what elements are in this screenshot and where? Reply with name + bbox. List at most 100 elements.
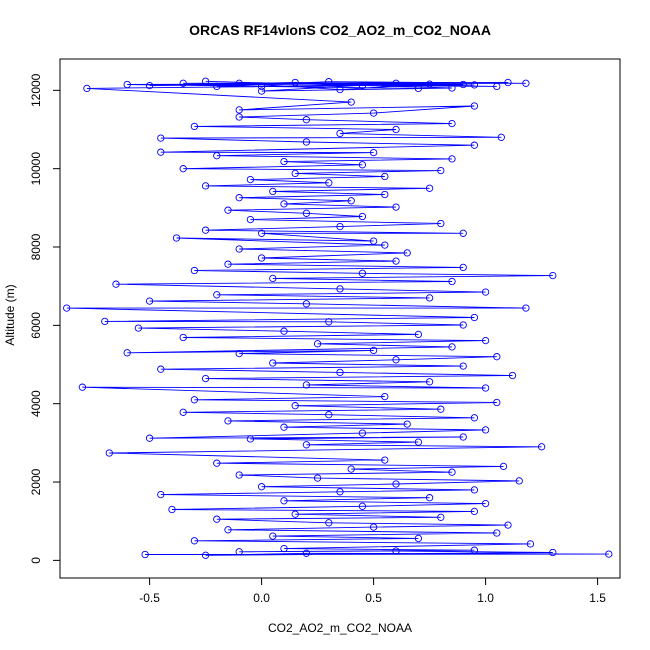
data-point <box>172 234 181 242</box>
data-point <box>63 304 71 312</box>
data-point <box>414 438 423 446</box>
data-point <box>325 78 333 86</box>
data-point <box>302 549 311 557</box>
data-point <box>336 222 344 231</box>
y-tick-label: 4000 <box>29 390 43 417</box>
data-point <box>101 317 109 326</box>
data-point <box>537 443 546 451</box>
data-point <box>246 435 255 443</box>
data-point <box>112 280 120 288</box>
data-point <box>336 129 344 138</box>
y-tick-label: 2000 <box>29 468 43 495</box>
data-point <box>425 184 434 192</box>
data-point <box>213 82 221 91</box>
data-point <box>347 197 355 205</box>
series-line <box>66 80 609 556</box>
data-point <box>358 81 367 90</box>
data-point <box>213 291 221 299</box>
data-point <box>508 371 517 380</box>
data-point <box>358 269 367 277</box>
data-point <box>522 79 530 87</box>
y-tick-label: 6000 <box>29 312 43 339</box>
data-point <box>381 172 389 181</box>
data-point <box>470 414 479 422</box>
data-point <box>157 365 165 373</box>
data-point <box>201 551 210 559</box>
x-tick-label: 1.0 <box>477 591 494 605</box>
data-point <box>235 106 243 114</box>
data-point <box>145 434 154 442</box>
data-point <box>257 229 266 237</box>
data-point <box>123 80 131 89</box>
data-point <box>145 81 154 90</box>
data-point <box>190 266 199 275</box>
data-point <box>179 79 187 87</box>
data-point <box>190 122 199 131</box>
data-point <box>157 134 165 142</box>
data-point <box>325 519 333 527</box>
data-point <box>302 300 311 308</box>
data-point <box>347 98 355 106</box>
chart-title: ORCAS RF14vlonS CO2_AO2_m_CO2_NOAA <box>189 22 491 38</box>
data-point <box>369 148 378 157</box>
data-point <box>448 277 456 286</box>
data-point <box>313 340 322 348</box>
data-point <box>358 429 367 437</box>
data-point <box>425 494 434 502</box>
data-point <box>381 456 389 464</box>
data-point <box>358 212 367 221</box>
data-point <box>504 78 512 87</box>
data-point <box>403 420 411 428</box>
data-point <box>246 215 255 224</box>
data-point <box>201 77 210 85</box>
data-point <box>201 374 210 383</box>
data-point <box>257 82 266 91</box>
data-point <box>325 318 333 326</box>
data-point <box>336 285 344 293</box>
data-point <box>392 257 400 265</box>
data-point <box>224 526 232 534</box>
data-point <box>280 327 288 335</box>
data-point <box>190 396 199 404</box>
data-point <box>235 349 243 358</box>
y-tick-label: 0 <box>29 557 43 564</box>
data-point <box>291 169 299 178</box>
data-point <box>336 85 344 94</box>
data-point <box>448 119 456 128</box>
data-point <box>403 249 411 257</box>
data-point <box>481 499 490 508</box>
data-point <box>481 336 490 345</box>
data-point <box>493 529 501 537</box>
data-point <box>269 359 277 367</box>
data-point <box>504 521 512 529</box>
data-point <box>280 200 288 208</box>
data-point <box>302 441 311 449</box>
data-point <box>369 523 378 531</box>
data-point <box>470 486 479 494</box>
data-point <box>437 219 445 228</box>
data-point <box>145 297 154 305</box>
data-point <box>157 490 165 499</box>
data-point <box>291 402 299 410</box>
data-point <box>291 78 299 87</box>
data-point <box>213 515 221 523</box>
data-point <box>470 141 479 149</box>
data-point <box>549 271 557 280</box>
y-tick-label: 12000 <box>29 73 43 107</box>
data-point <box>425 294 434 302</box>
plot-frame <box>59 58 621 579</box>
data-point <box>179 408 187 416</box>
data-point <box>493 398 501 407</box>
data-point <box>448 84 456 92</box>
data-point <box>201 226 210 234</box>
data-point <box>392 480 400 488</box>
data-point <box>302 209 311 217</box>
data-point <box>179 165 187 173</box>
data-point <box>313 474 322 482</box>
data-point <box>302 138 311 146</box>
data-point <box>347 465 355 473</box>
data-point <box>83 84 91 93</box>
data-point <box>213 152 221 160</box>
data-point <box>280 544 288 553</box>
